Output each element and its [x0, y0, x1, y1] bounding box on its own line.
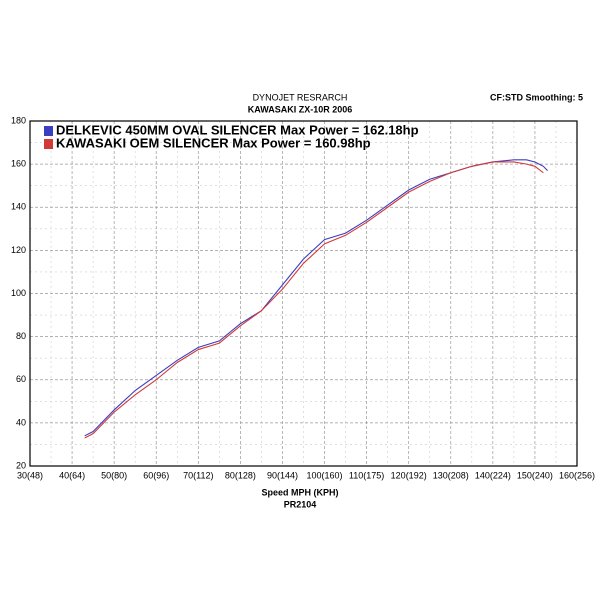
x-tick-label: 140(224) — [475, 470, 511, 480]
y-tick-label: 140 — [11, 202, 26, 212]
annotation: CF:STD Smoothing: 5 — [490, 92, 583, 102]
y-tick-label: 80 — [16, 331, 26, 341]
y-tick-label: 20 — [16, 460, 26, 470]
x-axis-label: Speed MPH (KPH) — [261, 487, 338, 497]
x-tick-label: 160(256) — [559, 470, 595, 480]
y-tick-label: 60 — [16, 374, 26, 384]
data-line — [84, 161, 544, 439]
plot-frame — [29, 120, 578, 467]
y-tick-label: 100 — [11, 288, 26, 298]
legend-label: DELKEVIC 450MM OVAL SILENCER Max Power =… — [56, 122, 419, 137]
x-tick-label: 130(208) — [433, 470, 469, 480]
chart-subtitle: KAWASAKI ZX-10R 2006 — [248, 104, 353, 114]
legend-swatch — [44, 126, 53, 136]
footer: PR2104 — [284, 499, 317, 509]
x-tick-label: 120(192) — [391, 470, 427, 480]
x-tick-label: 50(80) — [101, 470, 127, 480]
data-line — [84, 159, 548, 437]
x-tick-label: 60(96) — [143, 470, 169, 480]
x-tick-label: 80(128) — [225, 470, 256, 480]
x-tick-label: 70(112) — [183, 470, 213, 480]
y-tick-label: 120 — [11, 245, 26, 255]
x-tick-label: 150(240) — [517, 470, 553, 480]
chart-title: DYNOJET RESRARCH — [253, 92, 348, 102]
x-tick-label: 110(175) — [349, 470, 384, 480]
x-tick-label: 30(48) — [17, 470, 43, 480]
y-tick-label: 160 — [11, 159, 26, 169]
legend-label: KAWASAKI OEM SILENCER Max Power = 160.98… — [56, 135, 371, 150]
x-tick-label: 100(160) — [307, 470, 343, 480]
y-tick-label: 180 — [11, 115, 26, 125]
x-tick-label: 90(144) — [267, 470, 298, 480]
y-tick-label: 40 — [16, 417, 26, 427]
legend-swatch — [44, 139, 53, 149]
x-tick-label: 40(64) — [59, 470, 85, 480]
